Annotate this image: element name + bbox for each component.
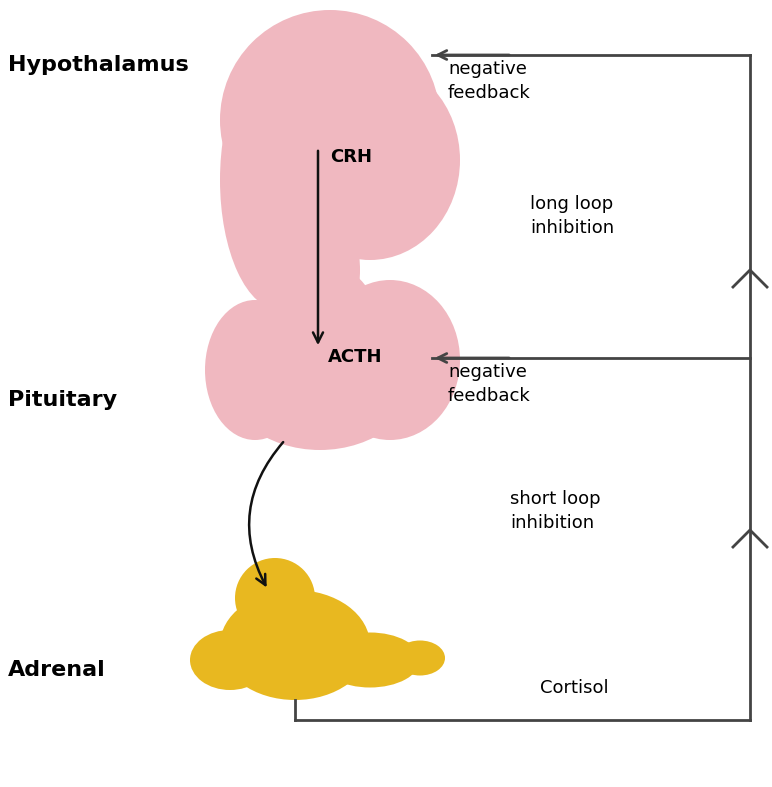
Ellipse shape <box>280 60 460 260</box>
Ellipse shape <box>220 290 420 450</box>
Text: Pituitary: Pituitary <box>8 390 117 410</box>
Ellipse shape <box>205 300 305 440</box>
Ellipse shape <box>220 50 340 310</box>
Ellipse shape <box>190 630 270 690</box>
Ellipse shape <box>395 641 445 675</box>
Ellipse shape <box>220 10 440 230</box>
Text: Cortisol: Cortisol <box>540 679 608 697</box>
Ellipse shape <box>320 280 460 440</box>
Text: Adrenal: Adrenal <box>8 660 106 680</box>
Text: ACTH: ACTH <box>328 348 382 366</box>
Text: CRH: CRH <box>330 148 372 166</box>
Ellipse shape <box>235 558 315 638</box>
Text: Hypothalamus: Hypothalamus <box>8 55 188 75</box>
Text: short loop
inhibition: short loop inhibition <box>510 490 601 531</box>
Text: long loop
inhibition: long loop inhibition <box>530 195 614 237</box>
Text: negative
feedback: negative feedback <box>448 60 531 102</box>
Ellipse shape <box>275 265 375 365</box>
Ellipse shape <box>280 200 360 340</box>
Ellipse shape <box>220 590 370 700</box>
Text: negative
feedback: negative feedback <box>448 363 531 405</box>
Ellipse shape <box>320 633 420 688</box>
